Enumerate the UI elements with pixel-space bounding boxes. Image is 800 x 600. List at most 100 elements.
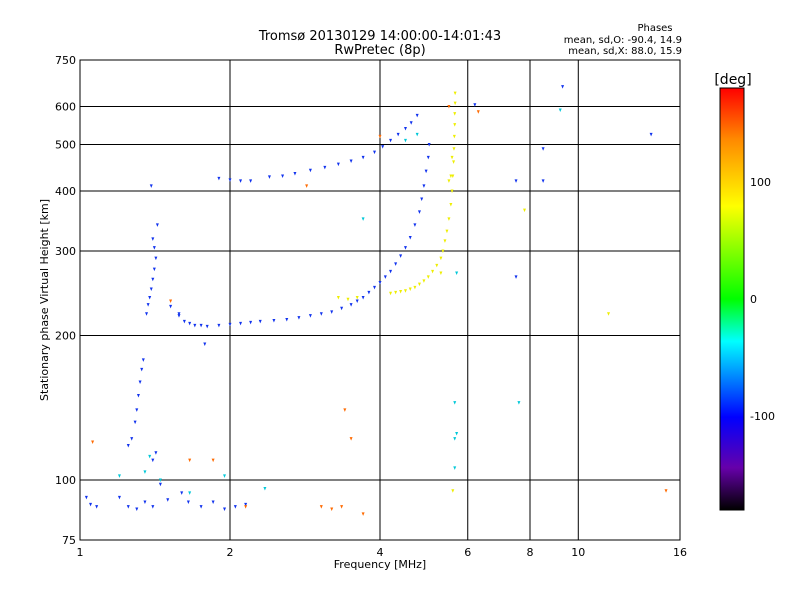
chart-subtitle: RwPretec (8p)	[334, 43, 425, 58]
data-point	[223, 507, 227, 512]
data-point	[297, 316, 301, 320]
data-point	[244, 505, 248, 509]
data-point	[158, 478, 162, 483]
data-point	[135, 408, 139, 412]
data-point	[272, 318, 276, 323]
x-tick-label: 2	[227, 546, 234, 559]
y-tick-label: 200	[55, 330, 76, 343]
data-point	[136, 394, 140, 398]
data-point	[258, 319, 262, 324]
data-point	[453, 91, 457, 96]
data-point	[349, 437, 353, 441]
data-point	[403, 246, 407, 250]
data-point	[452, 160, 456, 164]
data-point	[151, 505, 155, 509]
data-point	[180, 491, 184, 495]
data-point	[117, 495, 121, 500]
data-point	[450, 189, 454, 194]
data-point	[330, 507, 334, 512]
data-point	[151, 277, 155, 282]
data-point	[149, 184, 153, 188]
data-point	[155, 223, 159, 227]
data-point	[166, 498, 170, 502]
x-axis-label: Frequency [MHz]	[334, 558, 426, 571]
data-point	[152, 246, 156, 250]
data-point	[415, 113, 419, 118]
data-point	[308, 314, 312, 318]
data-point	[135, 507, 139, 512]
data-point	[453, 466, 457, 470]
data-point	[84, 495, 88, 500]
data-point	[453, 437, 457, 441]
data-point	[188, 458, 192, 463]
data-point	[336, 296, 340, 300]
data-point	[133, 420, 137, 425]
data-point	[143, 500, 147, 504]
data-point	[408, 287, 412, 292]
x-tick-label: 6	[464, 546, 471, 559]
data-point	[138, 380, 142, 385]
data-point	[177, 312, 181, 316]
data-point	[558, 108, 562, 113]
colorbar-label: [deg]	[714, 72, 751, 88]
data-point	[453, 101, 457, 106]
data-point	[399, 254, 403, 258]
data-point	[239, 179, 243, 183]
data-point	[441, 249, 445, 254]
colorbar-tick-label: -100	[750, 410, 775, 423]
data-point	[330, 310, 334, 314]
data-point	[349, 159, 353, 164]
data-point	[389, 269, 393, 274]
grid-lines	[80, 60, 680, 540]
data-point	[203, 342, 207, 347]
data-point	[143, 470, 147, 474]
data-point	[664, 489, 668, 493]
data-point	[233, 505, 237, 509]
data-point	[514, 275, 518, 279]
data-point	[403, 289, 407, 293]
data-point	[126, 505, 130, 509]
x-tick-label: 10	[571, 546, 585, 559]
data-point	[154, 451, 158, 455]
data-point	[424, 169, 428, 174]
y-axis-label: Stationary phase Virtual Height [km]	[38, 199, 51, 401]
data-point	[453, 112, 457, 116]
phase-stats-heading: Phases	[637, 23, 672, 34]
x-tick-label: 1	[77, 546, 84, 559]
data-point	[249, 179, 253, 183]
data-point	[561, 85, 565, 89]
data-point	[415, 132, 419, 137]
data-point	[449, 202, 453, 207]
data-point	[319, 312, 323, 316]
data-point	[451, 174, 455, 178]
data-point	[217, 176, 221, 181]
data-point	[305, 184, 309, 188]
data-point	[361, 512, 365, 516]
data-point	[426, 275, 430, 279]
data-point	[413, 223, 417, 227]
data-point	[447, 179, 451, 183]
data-point	[389, 138, 393, 143]
data-point	[361, 296, 365, 300]
data-point	[151, 237, 155, 241]
data-point	[130, 437, 134, 441]
data-point	[649, 132, 653, 137]
data-point	[517, 401, 521, 405]
data-point	[514, 179, 518, 183]
data-point	[340, 306, 344, 311]
data-point	[367, 290, 371, 295]
data-point	[361, 217, 365, 221]
data-point	[413, 285, 417, 290]
data-point	[346, 297, 350, 302]
data-point	[431, 269, 435, 274]
data-point	[455, 271, 459, 275]
y-tick-label: 750	[55, 54, 76, 67]
data-points	[84, 85, 668, 516]
data-point	[453, 401, 457, 405]
data-point	[148, 454, 152, 459]
data-point	[381, 145, 385, 149]
data-point	[211, 458, 215, 463]
data-point	[285, 317, 289, 322]
data-point	[435, 263, 439, 268]
data-point	[403, 126, 407, 131]
